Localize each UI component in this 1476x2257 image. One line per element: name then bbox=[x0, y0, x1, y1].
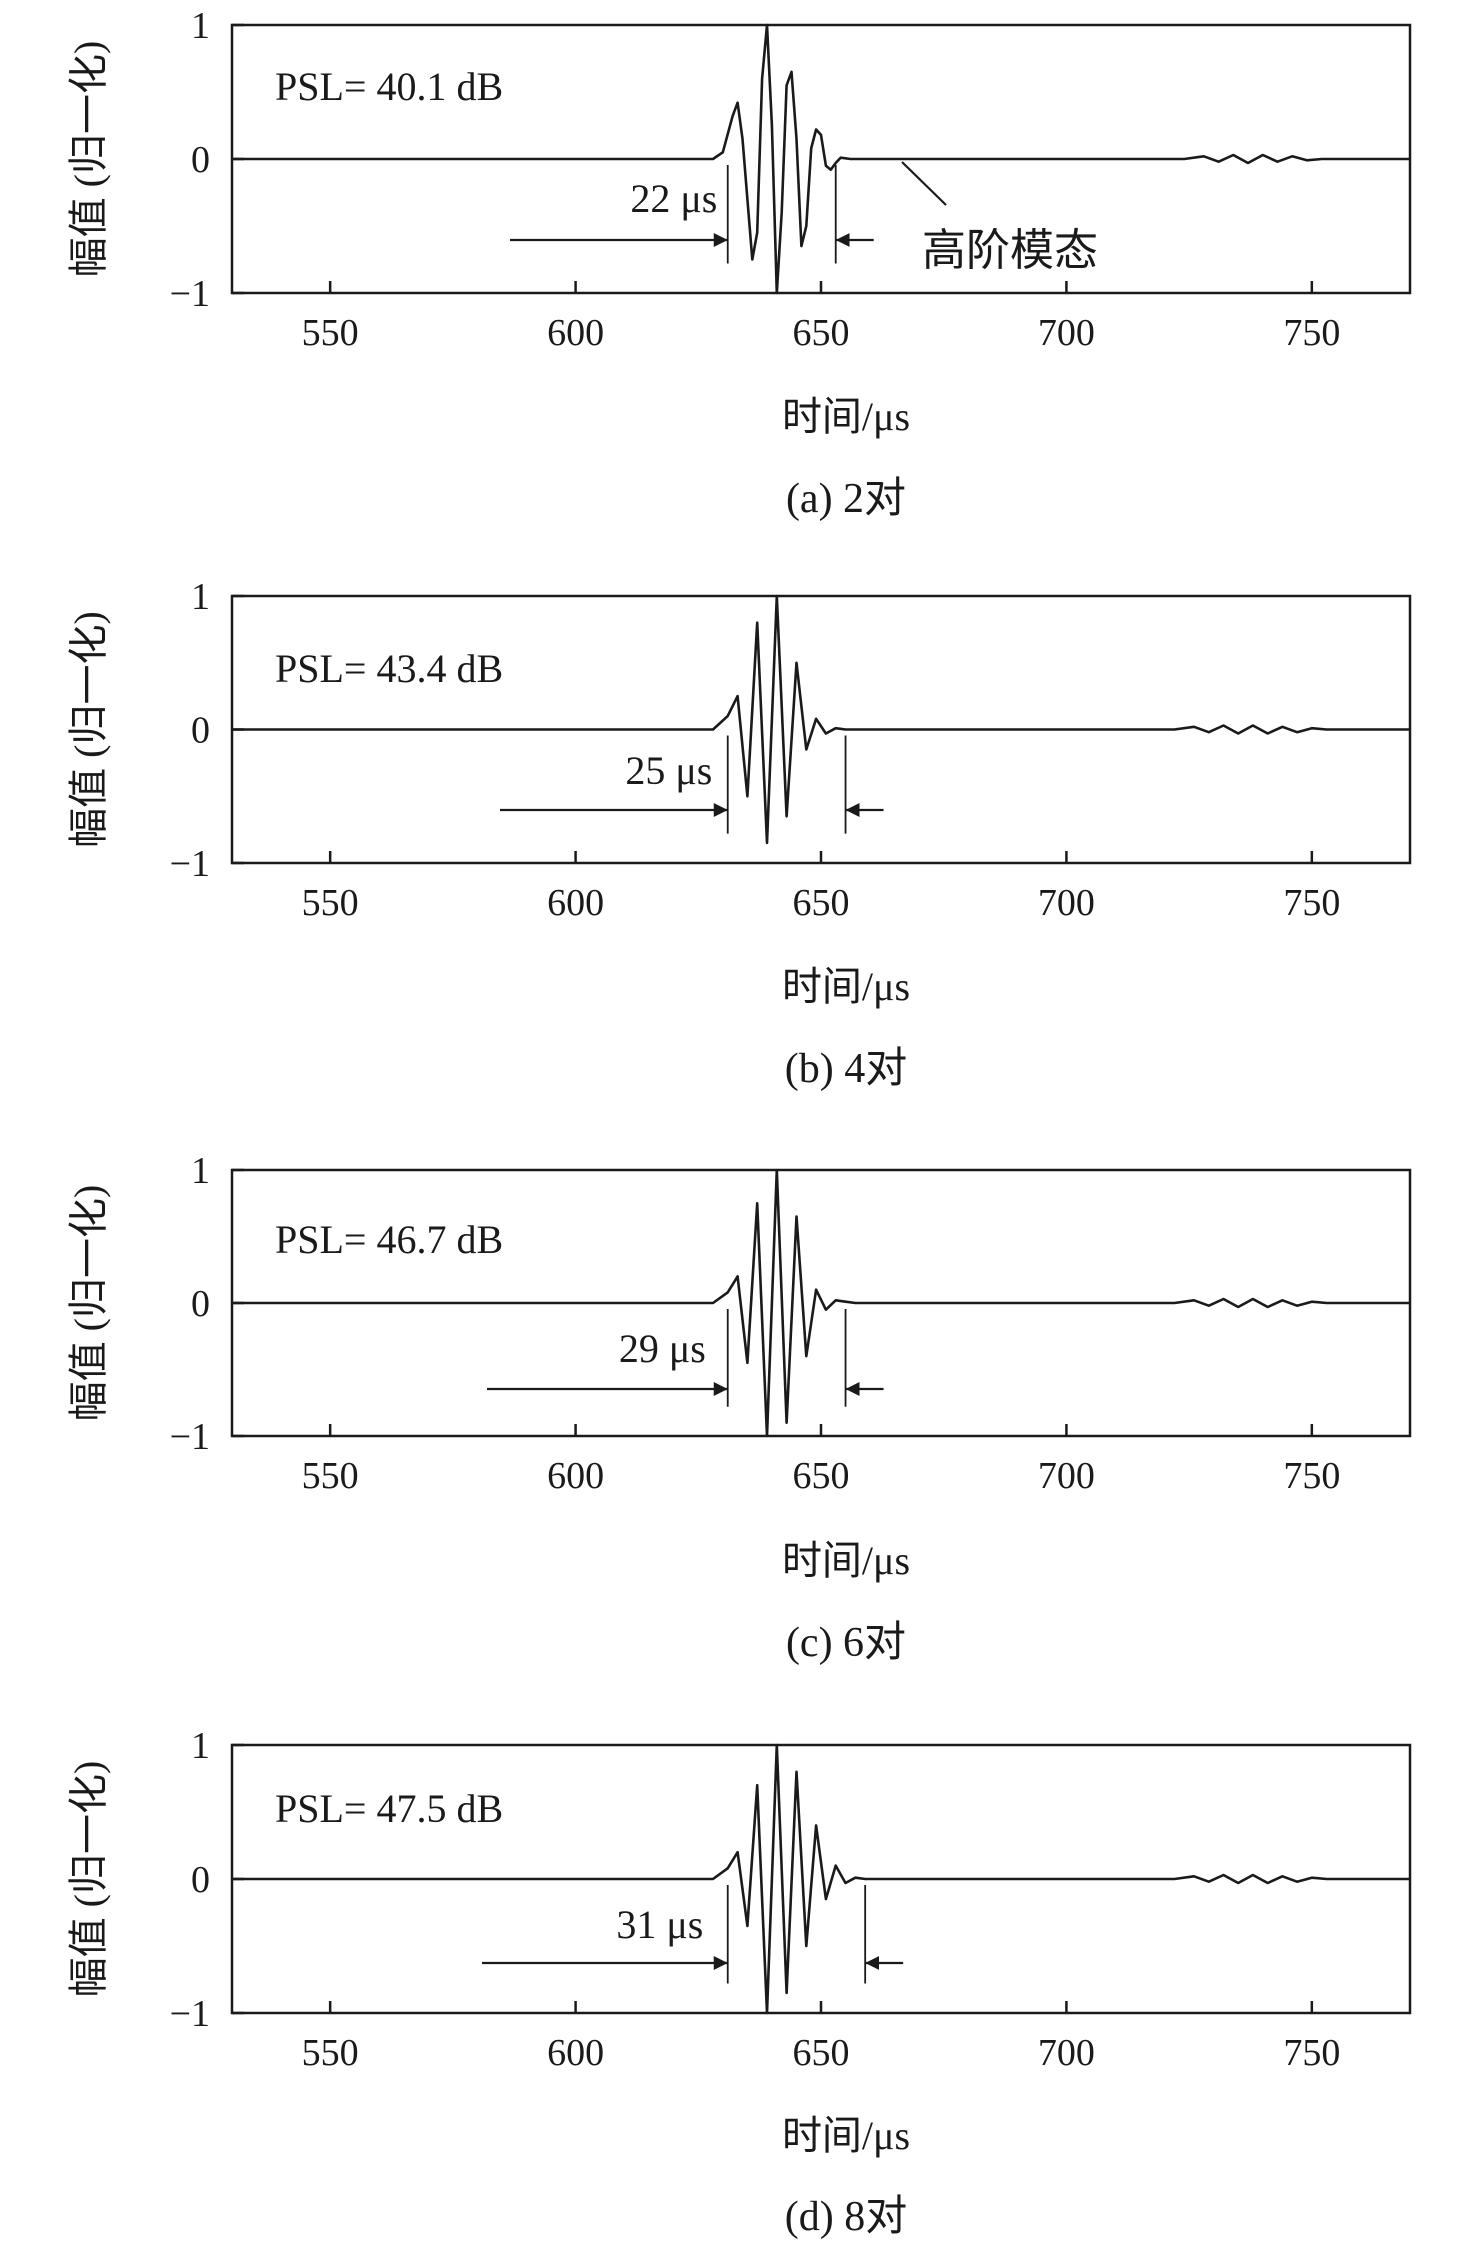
chart-panel-2: 550 600 650 700 750 −1 0 1 幅值 (归一化) 时间/μs (b) 4对 PS… bbox=[66, 576, 1412, 1092]
x-tick-label: 700 bbox=[1038, 2032, 1095, 2074]
y-tick-label: 1 bbox=[191, 576, 210, 618]
x-tick-label: 650 bbox=[793, 1455, 850, 1497]
y-tick-label: 0 bbox=[191, 1283, 210, 1325]
psl-label: PSL= 40.1 dB bbox=[275, 64, 503, 109]
chart-panel-3: 550 600 650 700 750 −1 0 1 幅值 (归一化) 时间/μs (c) 6对 PS… bbox=[66, 1150, 1412, 1666]
y-axis-label: 幅值 (归一化) bbox=[66, 611, 111, 848]
x-tick-label: 750 bbox=[1283, 312, 1340, 354]
panel-caption: (d) 8对 bbox=[785, 2194, 907, 2240]
y-tick-label: 0 bbox=[191, 139, 210, 181]
signal-series-line bbox=[232, 23, 1410, 295]
duration-label: 29 μs bbox=[619, 1326, 706, 1371]
duration-label: 22 μs bbox=[630, 176, 717, 221]
panel-caption: (b) 4对 bbox=[785, 1046, 907, 1092]
duration-label: 25 μs bbox=[625, 748, 712, 793]
x-tick-label: 750 bbox=[1283, 882, 1340, 924]
y-tick-label: 0 bbox=[191, 710, 210, 752]
x-tick-label: 600 bbox=[547, 1455, 604, 1497]
y-tick-label: 1 bbox=[191, 1725, 210, 1767]
x-tick-label: 550 bbox=[302, 2032, 359, 2074]
x-tick-label: 650 bbox=[793, 882, 850, 924]
x-tick-label: 650 bbox=[793, 312, 850, 354]
y-tick-label: −1 bbox=[170, 843, 210, 885]
psl-label: PSL= 47.5 dB bbox=[275, 1786, 503, 1831]
x-tick-label: 600 bbox=[547, 882, 604, 924]
panel-caption: (c) 6对 bbox=[786, 1620, 906, 1666]
y-tick-label: −1 bbox=[170, 273, 210, 315]
x-tick-label: 550 bbox=[302, 1455, 359, 1497]
y-axis-label: 幅值 (归一化) bbox=[66, 41, 111, 278]
y-tick-label: 1 bbox=[191, 1150, 210, 1192]
y-axis-label: 幅值 (归一化) bbox=[66, 1185, 111, 1422]
signal-series-line bbox=[232, 594, 1410, 845]
panel-caption: (a) 2对 bbox=[786, 476, 906, 522]
psl-label: PSL= 43.4 dB bbox=[275, 646, 503, 691]
annotation-leader-line bbox=[901, 161, 947, 206]
x-tick-label: 550 bbox=[302, 882, 359, 924]
duration-label: 31 μs bbox=[616, 1902, 703, 1947]
x-axis-label: 时间/μs bbox=[782, 964, 910, 1009]
x-tick-label: 700 bbox=[1038, 1455, 1095, 1497]
x-tick-label: 600 bbox=[547, 312, 604, 354]
x-axis-label: 时间/μs bbox=[782, 2113, 910, 2158]
x-tick-label: 750 bbox=[1283, 1455, 1340, 1497]
higher-order-mode-annotation: 高阶模态 bbox=[922, 226, 1098, 275]
chart-panel-4: 550 600 650 700 750 −1 0 1 幅值 (归一化) 时间/μs (d) 8对 PS… bbox=[66, 1725, 1412, 2240]
chart-panel-1: 550 600 650 700 750 −1 0 1 幅值 (归一化) 时间/μs (a) 2对 PS… bbox=[66, 5, 1412, 522]
x-tick-label: 700 bbox=[1038, 312, 1095, 354]
y-tick-label: 1 bbox=[191, 5, 210, 47]
x-tick-label: 650 bbox=[793, 2032, 850, 2074]
psl-label: PSL= 46.7 dB bbox=[275, 1217, 503, 1262]
y-tick-label: −1 bbox=[170, 1416, 210, 1458]
x-tick-label: 750 bbox=[1283, 2032, 1340, 2074]
x-tick-label: 700 bbox=[1038, 882, 1095, 924]
x-tick-label: 600 bbox=[547, 2032, 604, 2074]
x-axis-label: 时间/μs bbox=[782, 394, 910, 439]
x-axis-label: 时间/μs bbox=[782, 1538, 910, 1583]
y-tick-label: −1 bbox=[170, 1993, 210, 2035]
y-tick-label: 0 bbox=[191, 1859, 210, 1901]
signal-series-line bbox=[232, 1168, 1410, 1438]
signal-series-line bbox=[232, 1743, 1410, 2015]
y-axis-label: 幅值 (归一化) bbox=[66, 1761, 111, 1998]
x-tick-label: 550 bbox=[302, 312, 359, 354]
